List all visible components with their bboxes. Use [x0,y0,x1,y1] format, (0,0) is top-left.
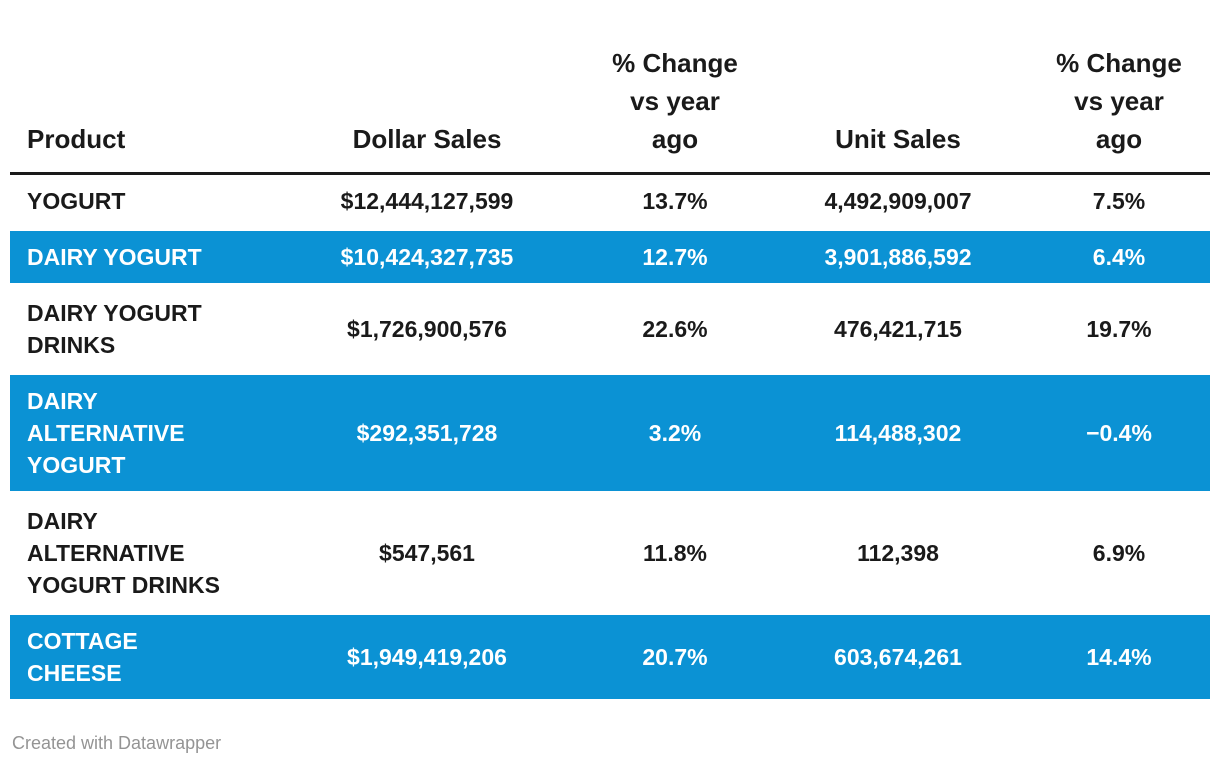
unit-change-cell: 19.7% [1028,285,1210,375]
column-header-product: Product [10,44,272,175]
dollar-change-cell: 3.2% [582,373,768,495]
product-cell: COTTAGE CHEESE [10,613,272,703]
footer: Created with Datawrapper [12,733,1210,754]
dollar-sales-cell: $10,424,327,735 [272,229,582,287]
product-cell: YOGURT [10,173,272,231]
column-header-unit-sales: Unit Sales [768,44,1028,175]
product-cell: DAIRY ALTERNATIVE YOGURT DRINKS [10,493,272,615]
header-row: Product Dollar Sales % Change vs year ag… [10,44,1210,175]
product-cell: DAIRY YOGURT DRINKS [10,285,272,375]
unit-sales-cell: 603,674,261 [768,613,1028,703]
unit-sales-cell: 4,492,909,007 [768,173,1028,231]
dollar-change-cell: 12.7% [582,229,768,287]
table-row: COTTAGE CHEESE $1,949,419,206 20.7% 603,… [10,613,1210,703]
unit-sales-cell: 3,901,886,592 [768,229,1028,287]
dollar-sales-cell: $1,726,900,576 [272,285,582,375]
sales-table: Product Dollar Sales % Change vs year ag… [10,44,1210,703]
column-header-dollar-sales: Dollar Sales [272,44,582,175]
column-header-unit-change: % Change vs year ago [1028,44,1210,175]
table-row: DAIRY YOGURT DRINKS $1,726,900,576 22.6%… [10,285,1210,375]
unit-sales-cell: 476,421,715 [768,285,1028,375]
unit-change-cell: 14.4% [1028,613,1210,703]
unit-change-cell: −0.4% [1028,373,1210,495]
datawrapper-credit-link[interactable]: Created with Datawrapper [12,733,222,753]
table-row: YOGURT $12,444,127,599 13.7% 4,492,909,0… [10,173,1210,231]
table-row: DAIRY ALTERNATIVE YOGURT DRINKS $547,561… [10,493,1210,615]
dollar-sales-cell: $1,949,419,206 [272,613,582,703]
dollar-sales-cell: $292,351,728 [272,373,582,495]
table-row: DAIRY YOGURT $10,424,327,735 12.7% 3,901… [10,229,1210,287]
product-cell: DAIRY ALTERNATIVE YOGURT [10,373,272,495]
table-row: DAIRY ALTERNATIVE YOGURT $292,351,728 3.… [10,373,1210,495]
dollar-sales-cell: $12,444,127,599 [272,173,582,231]
unit-change-cell: 6.9% [1028,493,1210,615]
unit-sales-cell: 112,398 [768,493,1028,615]
dollar-change-cell: 20.7% [582,613,768,703]
dollar-change-cell: 13.7% [582,173,768,231]
column-header-dollar-change: % Change vs year ago [582,44,768,175]
unit-sales-cell: 114,488,302 [768,373,1028,495]
unit-change-cell: 6.4% [1028,229,1210,287]
table-chart: Product Dollar Sales % Change vs year ag… [10,44,1210,754]
dollar-change-cell: 22.6% [582,285,768,375]
dollar-change-cell: 11.8% [582,493,768,615]
unit-change-cell: 7.5% [1028,173,1210,231]
product-cell: DAIRY YOGURT [10,229,272,287]
dollar-sales-cell: $547,561 [272,493,582,615]
